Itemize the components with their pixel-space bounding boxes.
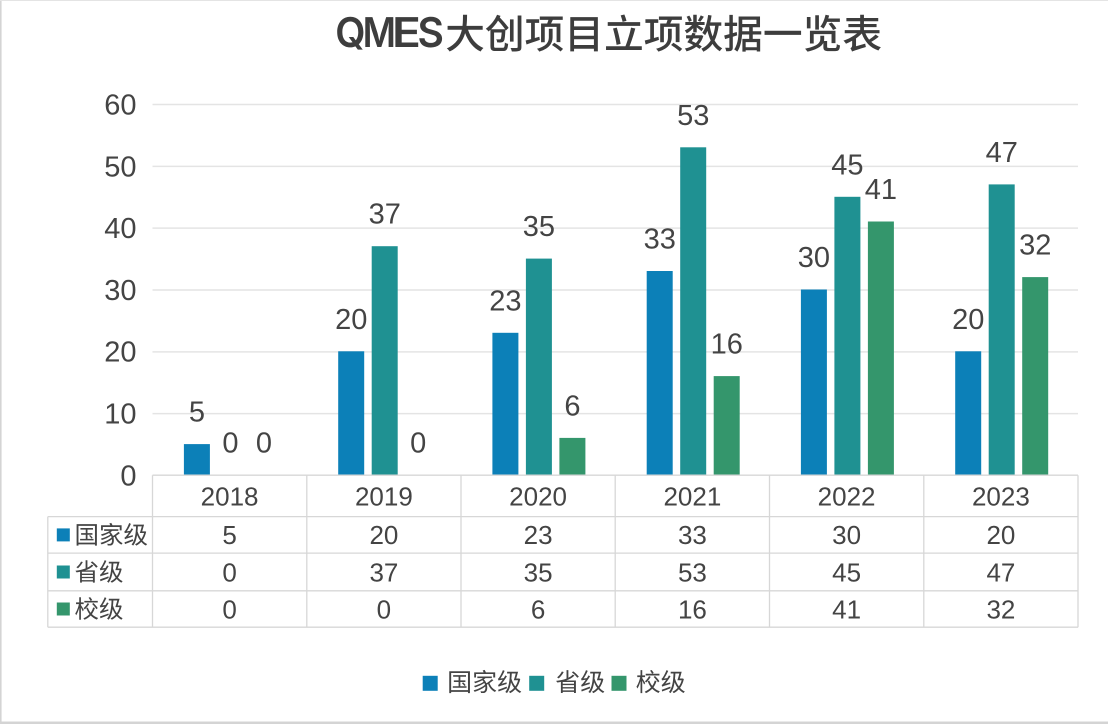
svg-text:20: 20 [986, 520, 1015, 550]
svg-text:0: 0 [377, 594, 391, 624]
svg-text:0: 0 [120, 460, 136, 492]
svg-text:5: 5 [189, 397, 205, 429]
svg-text:6: 6 [531, 594, 545, 624]
svg-text:50: 50 [104, 151, 136, 183]
svg-text:32: 32 [986, 594, 1015, 624]
svg-text:0: 0 [410, 428, 426, 460]
svg-text:20: 20 [104, 337, 136, 369]
svg-text:2023: 2023 [972, 481, 1030, 511]
svg-text:60: 60 [104, 89, 136, 121]
svg-text:2019: 2019 [355, 481, 413, 511]
svg-text:32: 32 [1019, 230, 1051, 262]
svg-text:23: 23 [489, 285, 521, 317]
svg-text:33: 33 [678, 520, 707, 550]
svg-text:20: 20 [369, 520, 398, 550]
svg-text:0: 0 [222, 594, 236, 624]
svg-text:47: 47 [986, 137, 1018, 169]
svg-text:45: 45 [831, 149, 863, 181]
svg-text:0: 0 [256, 428, 272, 460]
svg-text:10: 10 [104, 399, 136, 431]
svg-text:5: 5 [222, 520, 236, 550]
svg-text:0: 0 [222, 428, 238, 460]
svg-text:47: 47 [986, 557, 1015, 587]
svg-text:6: 6 [564, 390, 580, 422]
svg-text:30: 30 [104, 275, 136, 307]
svg-text:35: 35 [523, 211, 555, 243]
svg-text:41: 41 [865, 174, 897, 206]
svg-text:37: 37 [369, 199, 401, 231]
svg-text:37: 37 [369, 557, 398, 587]
svg-text:20: 20 [335, 304, 367, 336]
svg-text:16: 16 [678, 594, 707, 624]
svg-text:0: 0 [222, 557, 236, 587]
svg-text:16: 16 [711, 329, 743, 361]
svg-text:45: 45 [832, 557, 861, 587]
svg-text:2018: 2018 [201, 481, 259, 511]
svg-text:2022: 2022 [818, 481, 876, 511]
svg-text:33: 33 [644, 224, 676, 256]
svg-text:2021: 2021 [663, 481, 721, 511]
svg-text:20: 20 [952, 304, 984, 336]
svg-text:23: 23 [524, 520, 553, 550]
svg-text:30: 30 [798, 242, 830, 274]
svg-text:40: 40 [104, 213, 136, 245]
svg-text:53: 53 [678, 557, 707, 587]
svg-text:35: 35 [524, 557, 553, 587]
svg-text:30: 30 [832, 520, 861, 550]
svg-text:2020: 2020 [509, 481, 567, 511]
svg-text:53: 53 [677, 100, 709, 132]
svg-text:41: 41 [832, 594, 861, 624]
